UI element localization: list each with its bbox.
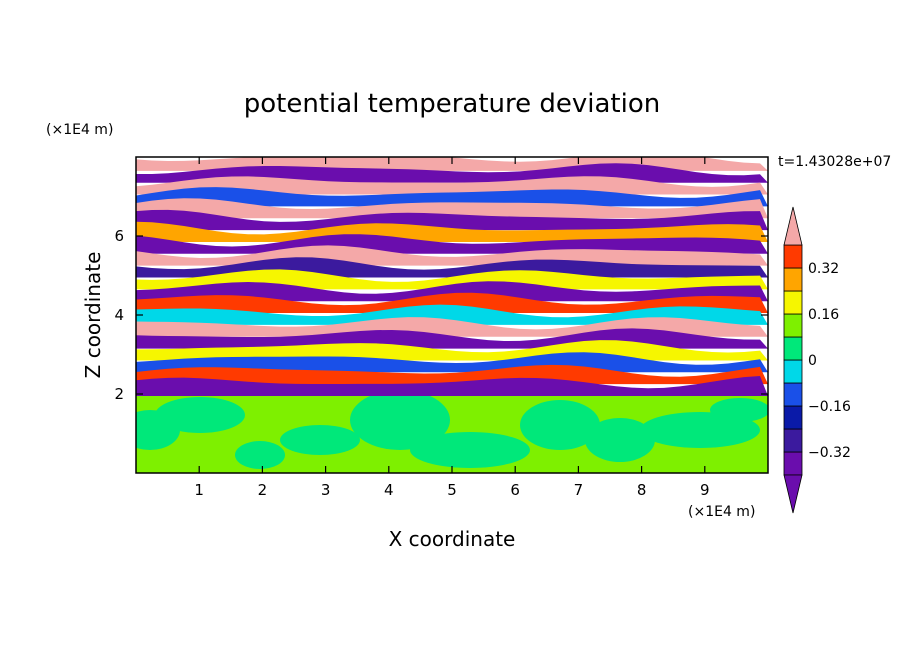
colorbar-label: 0.32 — [808, 261, 839, 277]
colorbar-extend-min — [783, 474, 803, 514]
isentrope-band — [136, 221, 768, 242]
colorbar-segment — [783, 451, 803, 476]
y-tick-label: 4 — [114, 306, 124, 324]
isentrope-band — [136, 375, 768, 396]
colorbar-segment — [783, 313, 803, 338]
x-tick-label: 9 — [700, 481, 710, 499]
plume — [235, 441, 285, 469]
colorbar-segment — [783, 267, 803, 292]
y-tick-label: 6 — [114, 227, 124, 245]
plume — [155, 397, 245, 433]
plume — [410, 432, 530, 468]
x-tick-label: 8 — [637, 481, 647, 499]
colorbar-segment — [783, 290, 803, 315]
isentrope-band — [136, 269, 768, 290]
x-tick-label: 7 — [574, 481, 584, 499]
x-tick-label: 3 — [321, 481, 331, 499]
plume — [520, 400, 600, 450]
isentrope-band — [136, 304, 768, 325]
isentrope-band — [136, 176, 768, 195]
colorbar-label: 0 — [808, 353, 817, 369]
colorbar-label: 0.16 — [808, 307, 839, 323]
chart-title: potential temperature deviation — [244, 89, 660, 119]
colorbar-label: −0.32 — [808, 445, 851, 461]
colorbar: 0.32 0.16 0 −0.16 −0.32 — [783, 206, 851, 514]
y-axis-label: Z coordinate — [81, 252, 105, 379]
colorbar-segment — [783, 382, 803, 407]
isentrope-band — [136, 198, 768, 219]
colorbar-segment — [783, 405, 803, 430]
isentrope-band — [136, 281, 768, 302]
isentrope-band — [136, 292, 768, 314]
x-tick-label: 4 — [384, 481, 394, 499]
y-axis: 2 4 6 — [114, 227, 768, 403]
plume — [350, 390, 450, 450]
time-label: t=1.43028e+07 — [778, 154, 891, 170]
colorbar-label: −0.16 — [808, 399, 851, 415]
x-tick-label: 2 — [258, 481, 268, 499]
x-tick-label: 1 — [194, 481, 204, 499]
plume — [280, 425, 360, 455]
x-axis-label: X coordinate — [389, 527, 516, 551]
colorbar-segment — [783, 244, 803, 269]
colorbar-segment — [783, 359, 803, 384]
x-axis: 1 2 3 4 5 6 7 8 9 — [194, 157, 710, 499]
x-unit-label: (×1E4 m) — [688, 504, 755, 520]
colorbar-segment — [783, 428, 803, 453]
plume — [585, 418, 655, 462]
y-unit-label: (×1E4 m) — [46, 122, 113, 138]
isentrope-band — [136, 364, 768, 385]
x-tick-label: 5 — [447, 481, 457, 499]
isentrope-band — [136, 209, 768, 231]
colorbar-extend-max — [783, 206, 803, 246]
colorbar-segment — [783, 336, 803, 361]
y-tick-label: 2 — [114, 385, 124, 403]
plume — [710, 398, 768, 422]
plot-area — [136, 157, 768, 473]
x-tick-label: 6 — [510, 481, 520, 499]
isentrope-band — [136, 187, 768, 207]
isentrope-band — [136, 352, 768, 373]
